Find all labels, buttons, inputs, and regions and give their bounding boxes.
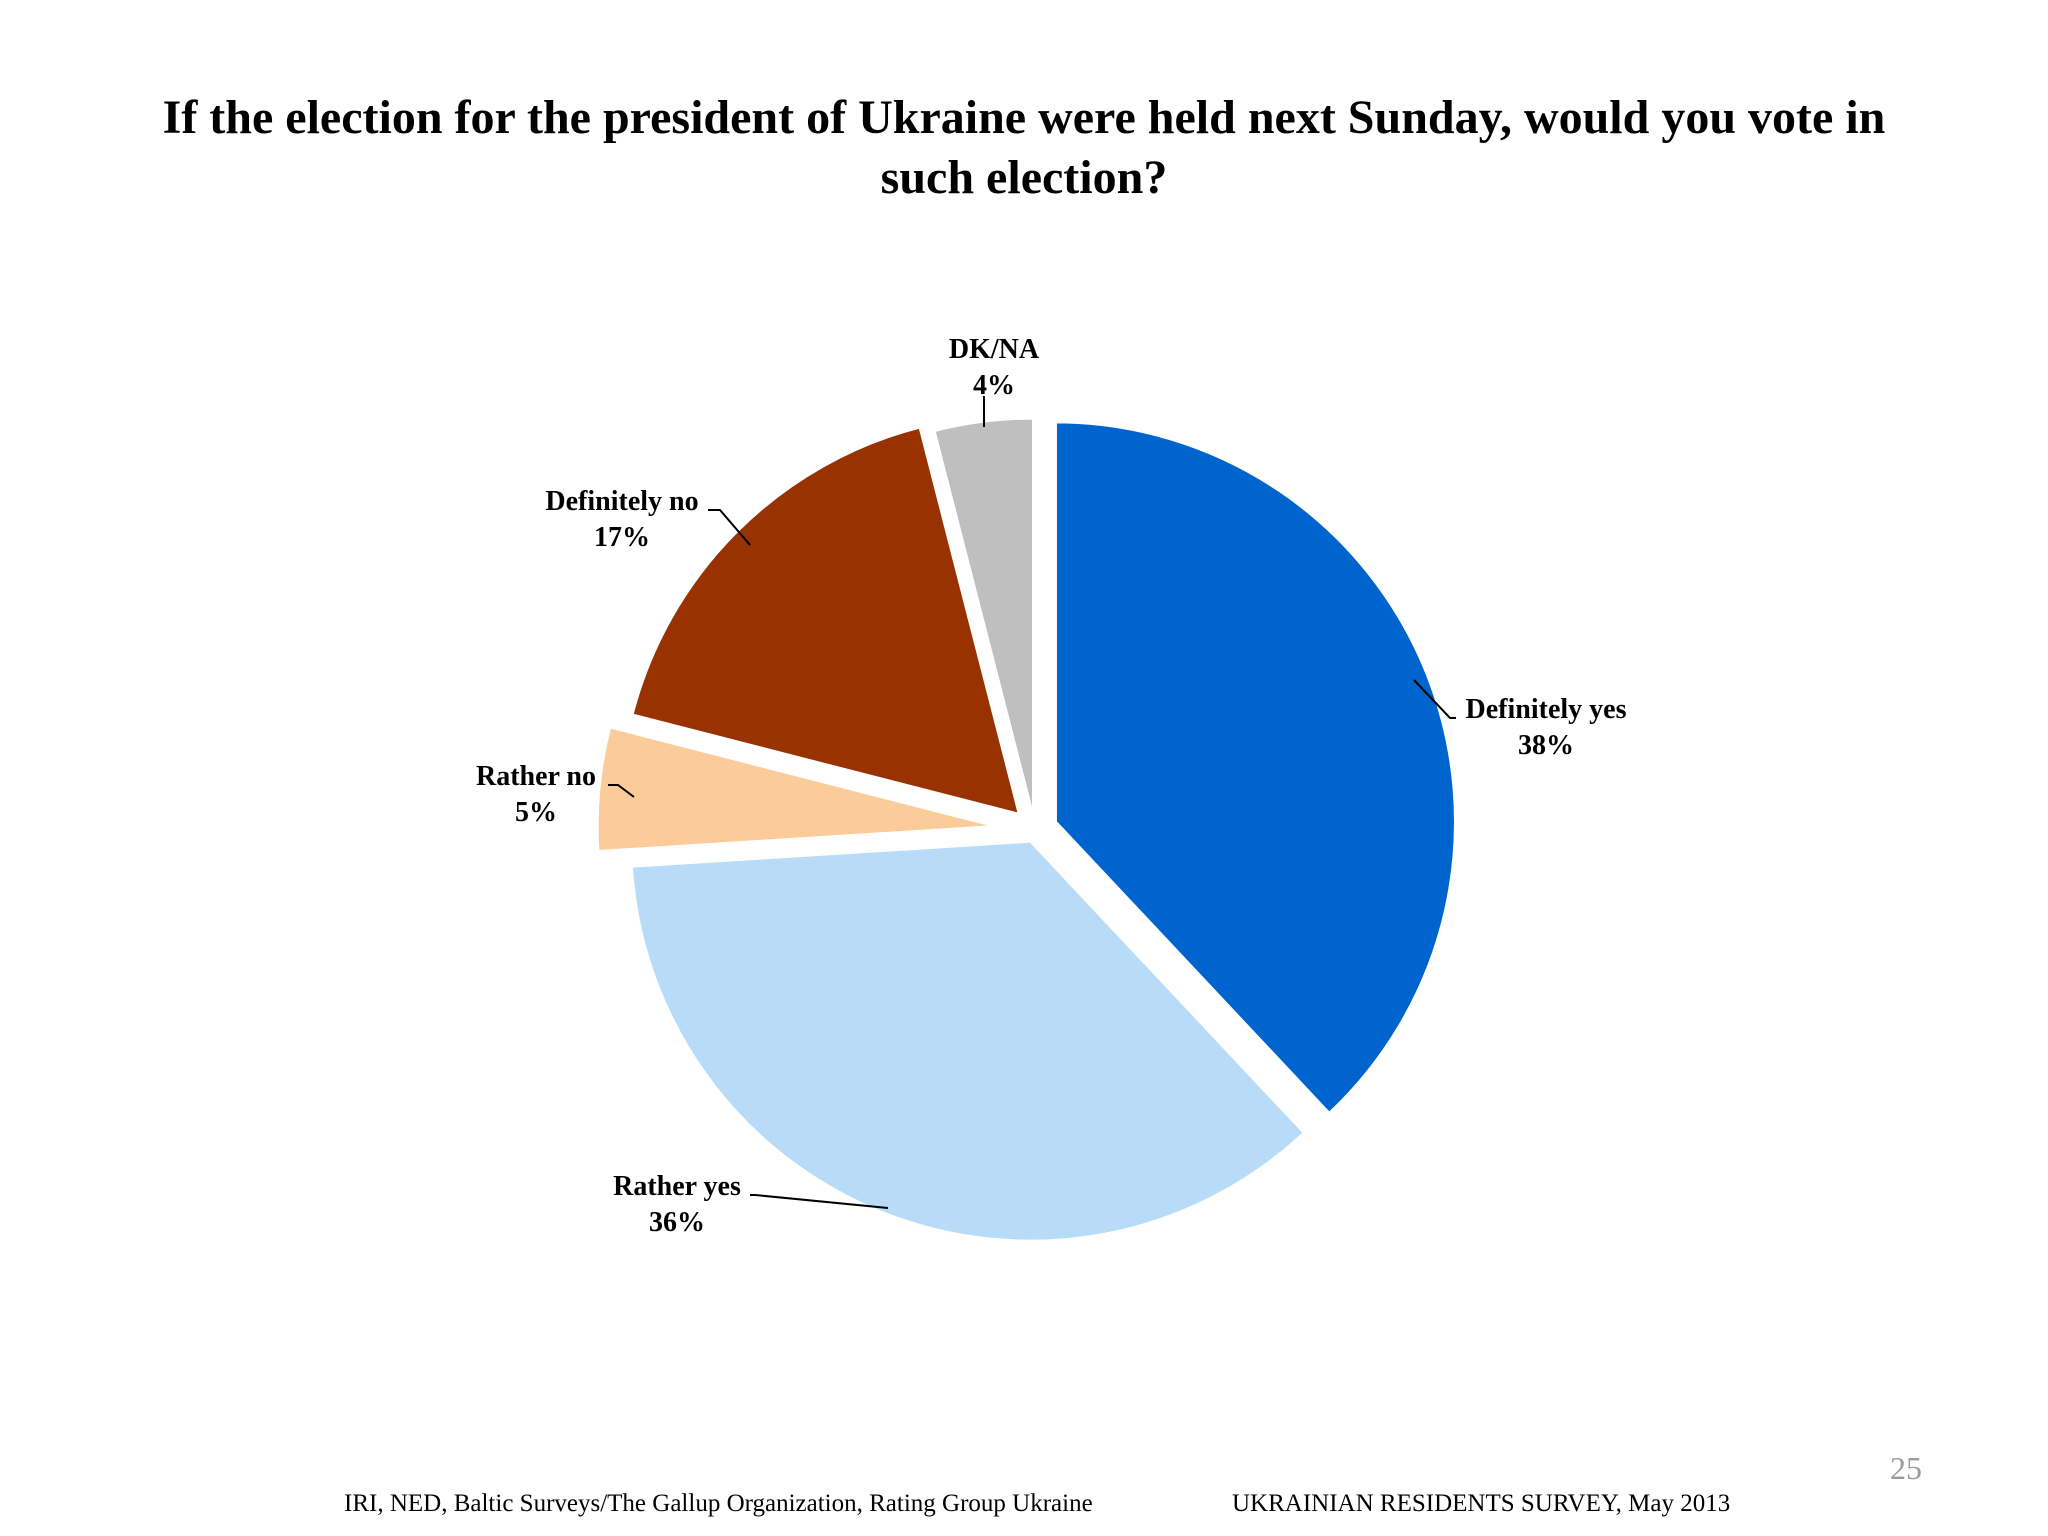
pie-slice-definitely-yes <box>1053 420 1457 1116</box>
data-label-value-definitely-yes: 38% <box>1518 730 1574 761</box>
chart-title-line-1: If the election for the president of Ukr… <box>162 91 1886 144</box>
pie-slice-definitely-no <box>630 425 1022 817</box>
footer-survey: UKRAINIAN RESIDENTS SURVEY, May 2013 <box>1232 1490 1731 1517</box>
leader-line-rather-yes <box>750 1194 889 1209</box>
leader-line-definitely-no <box>708 509 751 546</box>
leader-line-definitely-yes <box>1413 679 1456 719</box>
footer-source: IRI, NED, Baltic Surveys/The Gallup Orga… <box>344 1490 1093 1517</box>
data-label-category-dk-na: DK/NA <box>949 334 1040 365</box>
chart-title-line-2: such election? <box>880 151 1168 204</box>
chart-title: If the election for the president of Ukr… <box>60 88 1988 208</box>
data-label-category-definitely-yes: Definitely yes <box>1466 694 1627 725</box>
data-label-category-definitely-no: Definitely no <box>545 486 698 517</box>
data-label-category-rather-yes: Rather yes <box>613 1171 741 1202</box>
data-label-value-dk-na: 4% <box>973 370 1015 401</box>
pie-slices <box>595 416 1457 1243</box>
pie-leader-lines <box>608 396 1456 1209</box>
page-number: 25 <box>1890 1450 1922 1486</box>
leader-line-rather-no <box>608 784 635 798</box>
data-label-value-rather-yes: 36% <box>649 1207 705 1238</box>
data-label-value-rather-no: 5% <box>515 797 557 828</box>
data-label-value-definitely-no: 17% <box>594 522 650 553</box>
pie-slice-rather-yes <box>629 839 1307 1243</box>
pie-slice-rather-no <box>595 725 998 854</box>
pie-data-labels: Definitely yes 38% Rather yes 36% Rather no 5… <box>476 334 1627 1238</box>
data-label-category-rather-no: Rather no <box>476 761 596 792</box>
